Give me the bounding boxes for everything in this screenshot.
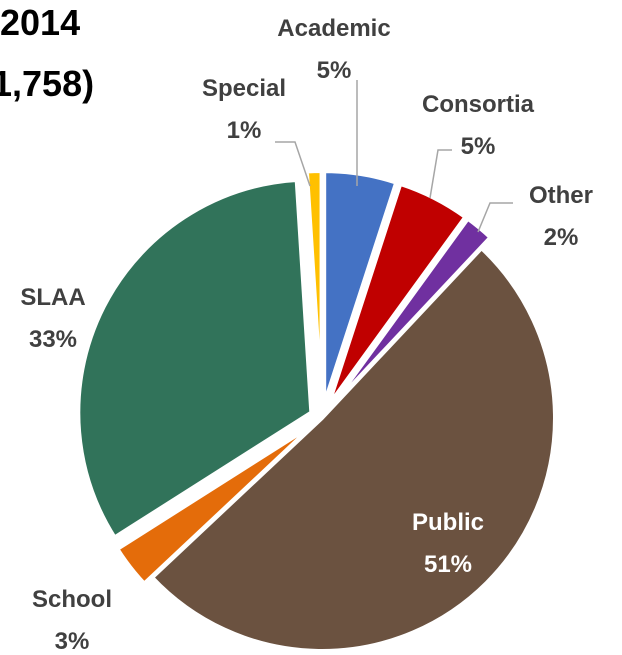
label-category-public: Public <box>412 509 484 536</box>
label-value-academic: 5% <box>317 57 352 84</box>
leader-line-other <box>477 202 513 233</box>
chart-title-line-1: 2014 <box>0 2 81 43</box>
pie-slice-slaa <box>76 178 314 540</box>
leader-line-special <box>275 141 311 187</box>
label-category-school: School <box>32 586 112 613</box>
pie-slice-special <box>304 169 324 407</box>
label-category-special: Special <box>202 75 286 102</box>
pie-slice-academic <box>322 169 399 407</box>
leader-lines <box>275 80 513 233</box>
label-category-other: Other <box>529 182 593 209</box>
pie-slice-school <box>115 422 317 586</box>
label-category-academic: Academic <box>277 15 390 42</box>
label-value-consortia: 5% <box>461 133 496 160</box>
label-value-public: 51% <box>424 551 472 578</box>
label-value-school: 3% <box>55 628 90 655</box>
leader-line-consortia <box>429 149 452 199</box>
label-value-slaa: 33% <box>29 326 77 353</box>
label-value-other: 2% <box>544 224 579 251</box>
label-value-special: 1% <box>227 117 262 144</box>
label-category-consortia: Consortia <box>422 91 535 118</box>
pie-slice-public <box>150 246 558 654</box>
pie-slices <box>76 169 558 654</box>
pie-slice-consortia <box>326 181 468 408</box>
data-labels: Academic 5% Consortia 5% Other 2% Public 51% Sch… <box>20 15 593 655</box>
label-category-slaa: SLAA <box>20 284 85 311</box>
chart-title-line-2: 1,758) <box>0 63 95 104</box>
